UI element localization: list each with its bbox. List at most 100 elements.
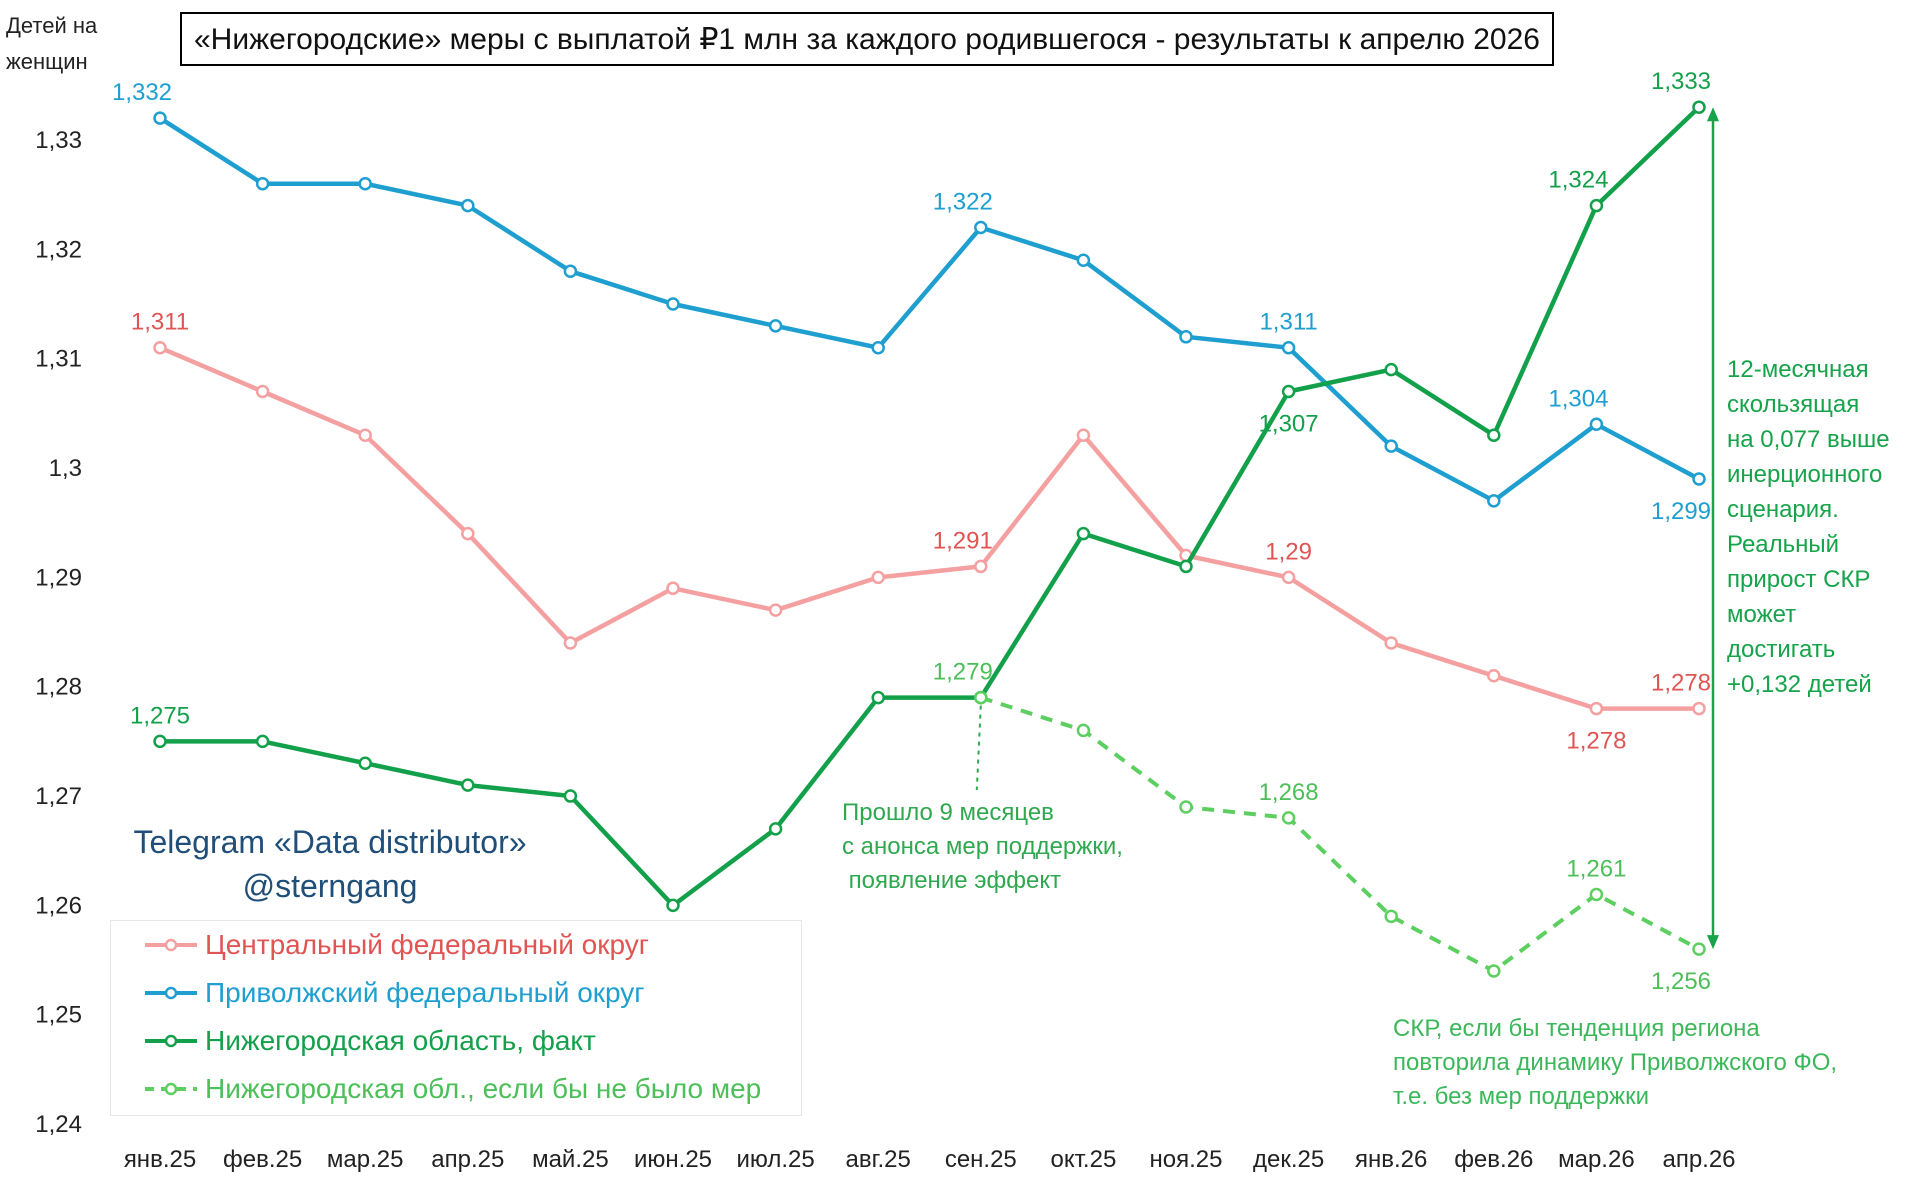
data-point [1281,384,1296,399]
watermark-line-2: @sterngang [242,868,418,904]
annotation-connector [975,705,982,791]
legend-swatch-nn-nomeasures [145,1082,197,1096]
data-point [1487,494,1501,508]
y-tick-label: 1,27 [35,783,82,810]
data-label: 1,275 [130,702,190,729]
legend-swatch-pfo [145,986,197,1000]
x-tick-label: июн.25 [634,1146,712,1173]
data-point [358,428,372,442]
x-tick-label: апр.26 [1662,1146,1735,1173]
data-point [1487,669,1501,683]
data-point [1076,723,1091,738]
legend-label-nn-nomeasures: Нижегородская обл., если бы не было мер [205,1073,762,1104]
legend-item-cfo: Центральный федеральный округ [111,921,801,969]
annotation-bottom-line: СКР, если бы тенденция региона [1393,1015,1760,1042]
data-point [1076,428,1091,442]
series-line [158,116,1701,504]
annotation-right-line: достигать [1727,636,1836,663]
data-point [1589,701,1604,716]
data-point [974,220,988,235]
data-point [871,570,885,585]
data-point [1692,942,1706,956]
y-tick-label: 1,28 [35,674,82,701]
y-tick-label: 1,26 [35,892,82,919]
legend-label-nn-fact: Нижегородская область, факт [205,1025,596,1056]
data-point [871,690,885,705]
annotation-middle-line: с анонса мер поддержки, [842,833,1123,860]
annotation-right-line: инерционного [1727,461,1883,488]
data-point [563,264,578,278]
data-point [153,111,167,125]
data-point [1179,800,1193,814]
data-point [974,559,988,574]
y-tick-label: 1,33 [35,127,82,154]
data-point [1384,439,1398,453]
data-label: 1,291 [933,527,993,554]
data-label: 1,307 [1259,410,1319,437]
annotation-right-line: на 0,077 выше [1727,426,1890,453]
data-point [153,734,167,749]
gap-arrow-head-top [1707,107,1719,122]
x-tick-label: мар.25 [327,1146,404,1173]
y-tick-label: 1,25 [35,1002,82,1029]
annotation-right-line: 12-месячная [1727,356,1869,383]
series-line [160,105,1701,908]
x-tick-label: окт.25 [1050,1146,1116,1173]
data-point [563,636,578,650]
y-tick-label: 1,3 [49,455,82,482]
data-point [255,176,270,191]
data-point [1589,887,1604,902]
data-point [768,603,783,617]
data-point [666,581,680,596]
annotation-bottom-line: т.е. без мер поддержки [1393,1083,1649,1110]
legend-label-cfo: Центральный федеральный округ [205,929,649,960]
data-point [871,340,885,355]
data-point [1589,198,1604,213]
y-tick-label: 1,32 [35,236,82,263]
data-point [1692,100,1706,114]
data-point [1692,472,1706,486]
data-label: 1,299 [1651,498,1711,525]
data-label: 1,261 [1566,855,1626,882]
data-label: 1,29 [1265,538,1312,565]
x-tick-label: авг.25 [846,1146,911,1173]
data-point [768,319,783,333]
annotation-right-line: может [1727,601,1797,628]
legend-swatch-cfo [145,938,197,952]
x-tick-label: мар.26 [1558,1146,1635,1173]
data-label: 1,278 [1566,728,1626,755]
gap-arrow-head-bottom [1707,935,1719,950]
data-point [563,789,578,803]
data-point [1076,526,1091,541]
data-point [1384,362,1398,377]
data-point [1589,417,1604,432]
data-label: 1,322 [933,188,993,215]
annotation-right-line: прирост СКР [1727,566,1871,593]
data-point [1281,570,1296,585]
data-point [1179,559,1193,574]
data-point [255,384,270,399]
annotation-bottom: СКР, если бы тенденция региона повторила… [1393,1012,1913,1114]
legend-swatch-nn-fact [145,1034,197,1048]
data-point [1487,428,1501,442]
data-point [255,734,270,749]
data-label: 1,311 [131,309,189,336]
annotation-right: 12-месячная скользящая на 0,077 выше ине… [1727,352,1917,702]
data-point [974,690,988,705]
data-label: 1,278 [1651,670,1711,697]
data-point [358,756,372,770]
annotation-middle-line: Прошло 9 месяцев [842,799,1054,826]
x-tick-label: апр.25 [431,1146,504,1173]
data-point [1076,253,1091,268]
y-tick-label: 1,24 [35,1111,82,1138]
series-line [980,695,1700,973]
data-point [461,778,475,792]
annotation-middle-line: появление эффект [842,867,1062,894]
data-label: 1,333 [1651,68,1711,95]
data-label: 1,268 [1259,779,1319,806]
x-tick-label: янв.25 [124,1146,196,1173]
data-point [1281,811,1296,825]
legend-item-nn-nomeasures: Нижегородская обл., если бы не было мер [111,1065,801,1113]
data-point [1384,909,1398,924]
